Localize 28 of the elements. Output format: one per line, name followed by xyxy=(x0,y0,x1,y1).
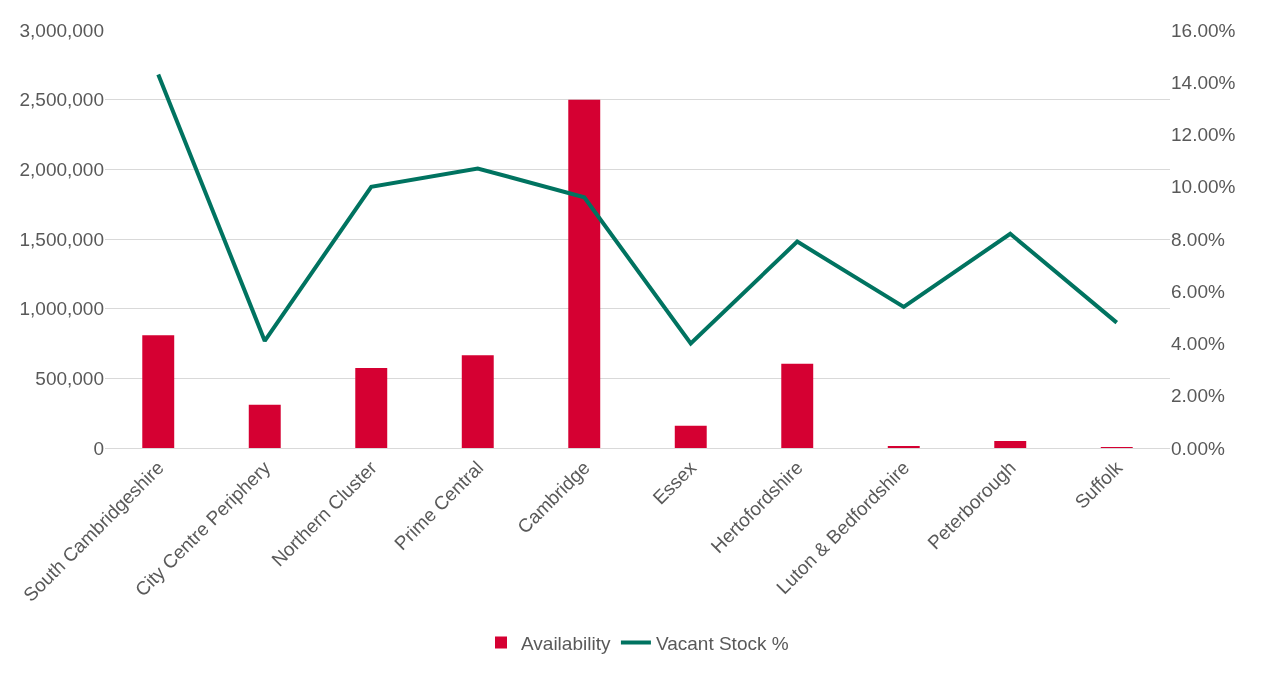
line-series xyxy=(156,72,1119,346)
y-tick-label: 3,000,000 xyxy=(19,19,104,41)
y2-tick-label: 16.00% xyxy=(1171,19,1236,41)
y-tick-label: 0 xyxy=(93,437,104,459)
bar xyxy=(461,355,494,448)
y-tick-label: 500,000 xyxy=(35,367,104,389)
bar xyxy=(248,404,281,448)
y-tick-label: 2,500,000 xyxy=(19,89,104,111)
legend-label: Availability xyxy=(521,632,611,654)
y-tick-label: 1,500,000 xyxy=(19,228,104,250)
y2-tick-label: 6.00% xyxy=(1171,280,1225,302)
y2-tick-label: 8.00% xyxy=(1171,228,1225,250)
y-tick-label: 2,000,000 xyxy=(19,158,104,180)
y2-tick-label: 4.00% xyxy=(1171,333,1225,355)
bar xyxy=(142,335,175,448)
y2-tick-label: 10.00% xyxy=(1171,176,1236,198)
bar xyxy=(887,445,920,448)
bar xyxy=(568,99,601,448)
y-tick-label: 1,000,000 xyxy=(19,298,104,320)
y2-tick-label: 12.00% xyxy=(1171,124,1236,146)
legend-label: Vacant Stock % xyxy=(655,632,789,654)
bar xyxy=(994,441,1027,448)
y2-tick-label: 14.00% xyxy=(1171,71,1236,93)
bar xyxy=(674,425,707,448)
y2-tick-label: 2.00% xyxy=(1171,385,1225,407)
bar xyxy=(355,367,388,448)
bar xyxy=(781,363,814,448)
y2-tick-label: 0.00% xyxy=(1171,437,1225,459)
